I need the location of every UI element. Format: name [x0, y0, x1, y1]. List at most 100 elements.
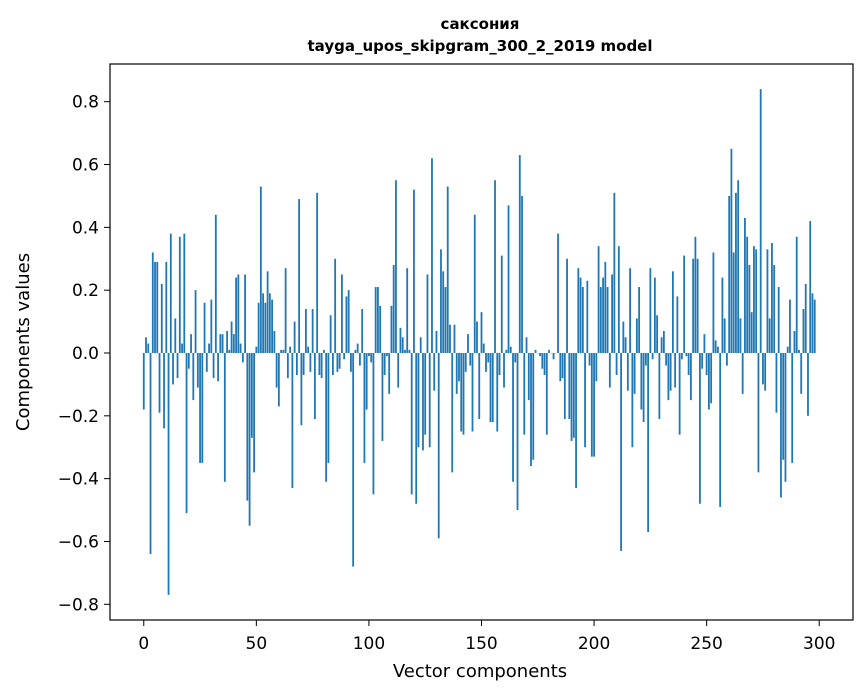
bar — [516, 352, 519, 511]
bar — [804, 283, 807, 353]
bar — [647, 352, 650, 533]
bar — [237, 274, 240, 353]
x-tick-label: 300 — [803, 634, 835, 654]
bar — [298, 199, 301, 353]
bar — [327, 352, 330, 463]
bar — [597, 246, 600, 353]
bar — [462, 352, 465, 435]
y-tick-label: 0.4 — [72, 218, 99, 238]
x-axis-ticks: 0 50 100 150 200 250 300 — [138, 620, 835, 654]
bar — [782, 352, 785, 460]
bar — [404, 349, 406, 353]
bar — [624, 337, 627, 353]
bar — [523, 352, 526, 435]
bar — [309, 352, 312, 372]
y-tick-label: 0.8 — [72, 93, 99, 113]
bar — [302, 352, 305, 375]
bar — [717, 346, 719, 353]
bar — [241, 352, 244, 363]
bar — [622, 321, 625, 353]
bar — [793, 331, 796, 353]
bar — [577, 268, 580, 353]
bar — [390, 305, 393, 353]
bar — [347, 290, 350, 353]
bar — [687, 352, 690, 375]
bar — [559, 352, 562, 382]
bar — [714, 340, 717, 353]
bar — [723, 318, 726, 353]
bar — [728, 195, 731, 353]
bar — [789, 299, 791, 353]
bar — [334, 258, 337, 353]
bar — [471, 352, 474, 432]
bar — [744, 217, 746, 353]
bar — [503, 352, 505, 388]
bar — [300, 352, 303, 426]
bar — [370, 352, 373, 363]
bar — [392, 265, 395, 353]
bar — [602, 277, 604, 353]
bar — [570, 352, 573, 441]
bar — [246, 352, 249, 501]
bar — [581, 287, 584, 353]
bar — [217, 352, 219, 382]
bar — [262, 293, 264, 353]
bar — [183, 233, 186, 353]
bar — [388, 352, 391, 394]
bar — [181, 343, 183, 353]
bar — [275, 352, 278, 388]
bar — [329, 315, 332, 353]
bar — [154, 261, 156, 353]
bar — [244, 274, 246, 353]
bar — [424, 352, 427, 435]
bar — [755, 249, 758, 353]
bar — [176, 352, 179, 379]
bar — [437, 352, 440, 539]
bar — [802, 309, 805, 353]
bar — [726, 352, 728, 366]
bar — [280, 349, 283, 353]
y-tick-label: 0.6 — [72, 156, 99, 176]
bar — [507, 205, 510, 353]
bar — [809, 221, 812, 353]
bar — [293, 321, 296, 353]
bar — [608, 352, 611, 388]
bar — [395, 180, 397, 353]
bar — [649, 268, 652, 353]
bar — [489, 352, 492, 423]
bar — [419, 337, 422, 353]
bar — [223, 352, 226, 482]
bar — [676, 296, 679, 353]
bar — [764, 352, 767, 391]
bar — [518, 155, 521, 353]
bar — [151, 252, 154, 353]
y-tick-label: −0.8 — [58, 595, 99, 615]
x-axis-label: Vector components — [393, 661, 567, 682]
y-axis-label: Components values — [13, 253, 34, 431]
bar — [201, 352, 204, 463]
bar — [741, 352, 744, 394]
bar — [381, 352, 384, 441]
bar — [428, 352, 431, 448]
bar — [259, 186, 262, 353]
bar — [228, 349, 231, 353]
bar — [811, 293, 814, 353]
bar — [500, 255, 503, 353]
bar — [642, 352, 645, 423]
bar — [313, 352, 316, 419]
bar — [496, 352, 499, 432]
bar — [147, 343, 150, 353]
bar — [338, 352, 341, 369]
bar — [322, 349, 325, 353]
bar — [606, 287, 609, 353]
bar — [460, 352, 463, 432]
bar — [512, 352, 514, 482]
bar — [307, 346, 310, 353]
bar — [156, 261, 159, 353]
bar — [563, 352, 566, 419]
bar — [174, 318, 177, 353]
bar — [467, 334, 469, 353]
bar — [230, 321, 233, 353]
bar — [557, 233, 559, 353]
bar — [469, 352, 472, 366]
